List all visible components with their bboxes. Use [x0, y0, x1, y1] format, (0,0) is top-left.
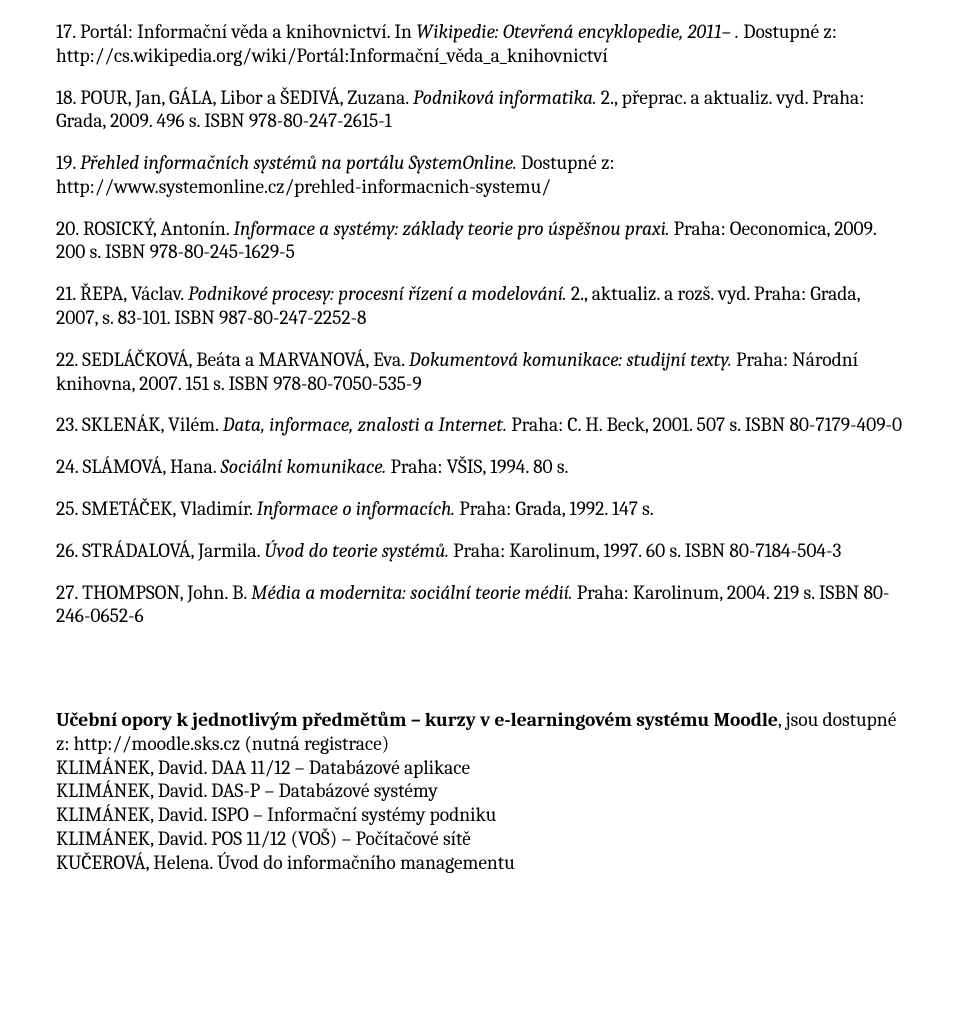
ref-title: Wikipedie: Otevřená encyklopedie, 2011– … [416, 20, 739, 43]
ref-number: 17. [56, 20, 76, 43]
ref-pre: Portál: Informační věda a knihovnictví. … [80, 20, 416, 43]
reference-item: 23. SKLENÁK, Vilém. Data, informace, zna… [56, 413, 904, 437]
footer-line: KLIMÁNEK, David. DAS-P – Databázové syst… [56, 779, 904, 803]
ref-title: Data, informace, znalosti a Internet. [223, 413, 507, 436]
ref-title: Přehled informačních systémů na portálu … [80, 151, 517, 174]
reference-item: 20. ROSICKÝ, Antonín. Informace a systém… [56, 217, 904, 265]
ref-number: 26. [56, 539, 78, 562]
ref-title: Informace o informacích. [257, 497, 455, 520]
ref-pre: ŘEPA, Václav. [80, 282, 188, 305]
ref-title: Podnikové procesy: procesní řízení a mod… [188, 282, 567, 305]
ref-title: Média a modernita: sociální teorie médií… [251, 581, 572, 604]
reference-item: 18. POUR, Jan, GÁLA, Libor a ŠEDIVÁ, Zuz… [56, 86, 904, 134]
footer-line: KLIMÁNEK, David. POS 11/12 (VOŠ) – Počít… [56, 827, 904, 851]
ref-number: 21. [56, 282, 76, 305]
reference-item: 22. SEDLÁČKOVÁ, Beáta a MARVANOVÁ, Eva. … [56, 348, 904, 396]
ref-number: 24. [56, 455, 78, 478]
ref-post: Praha: C. H. Beck, 2001. 507 s. ISBN 80-… [507, 413, 902, 436]
reference-item: 26. STRÁDALOVÁ, Jarmila. Úvod do teorie … [56, 539, 904, 563]
ref-number: 19. [56, 151, 76, 174]
reference-item: 17. Portál: Informační věda a knihovnict… [56, 20, 904, 68]
ref-pre: STRÁDALOVÁ, Jarmila. [82, 539, 264, 562]
ref-pre: SLÁMOVÁ, Hana. [83, 455, 221, 478]
reference-item: 27. THOMPSON, John. B. Média a modernita… [56, 581, 904, 629]
footer-bold: Učební opory k jednotlivým předmětům – k… [56, 708, 778, 731]
ref-number: 20. [56, 217, 79, 240]
ref-title: Dokumentová komunikace: studijní texty. [409, 348, 732, 371]
reference-item: 21. ŘEPA, Václav. Podnikové procesy: pro… [56, 282, 904, 330]
ref-number: 18. [56, 86, 76, 109]
ref-number: 22. [56, 348, 78, 371]
ref-post: Praha: Karolinum, 1997. 60 s. ISBN 80-71… [449, 539, 842, 562]
ref-pre: THOMPSON, John. B. [82, 581, 251, 604]
ref-pre: SMETÁČEK, Vladimír. [82, 497, 256, 520]
footer-line: KLIMÁNEK, David. DAA 11/12 – Databázové … [56, 756, 904, 780]
reference-item: 25. SMETÁČEK, Vladimír. Informace o info… [56, 497, 904, 521]
ref-post: Praha: VŠIS, 1994. 80 s. [386, 455, 568, 478]
footer-line: KLIMÁNEK, David. ISPO – Informační systé… [56, 803, 904, 827]
footer-intro: Učební opory k jednotlivým předmětům – k… [56, 708, 904, 756]
footer-block: Učební opory k jednotlivým předmětům – k… [56, 708, 904, 874]
ref-pre: SKLENÁK, Vilém. [82, 413, 223, 436]
ref-title: Úvod do teorie systémů. [264, 539, 448, 562]
ref-number: 23. [56, 413, 78, 436]
ref-title: Podniková informatika. [413, 86, 597, 109]
ref-title: Informace a systémy: základy teorie pro … [234, 217, 670, 240]
ref-post: Praha: Grada, 1992. 147 s. [455, 497, 654, 520]
reference-item: 19. Přehled informačních systémů na port… [56, 151, 904, 199]
ref-pre: ROSICKÝ, Antonín. [83, 217, 234, 240]
footer-line: KUČEROVÁ, Helena. Úvod do informačního m… [56, 851, 904, 875]
ref-number: 25. [56, 497, 78, 520]
ref-pre: POUR, Jan, GÁLA, Libor a ŠEDIVÁ, Zuzana. [80, 86, 413, 109]
ref-title: Sociální komunikace. [221, 455, 387, 478]
reference-item: 24. SLÁMOVÁ, Hana. Sociální komunikace. … [56, 455, 904, 479]
ref-pre: SEDLÁČKOVÁ, Beáta a MARVANOVÁ, Eva. [82, 348, 409, 371]
ref-number: 27. [56, 581, 78, 604]
